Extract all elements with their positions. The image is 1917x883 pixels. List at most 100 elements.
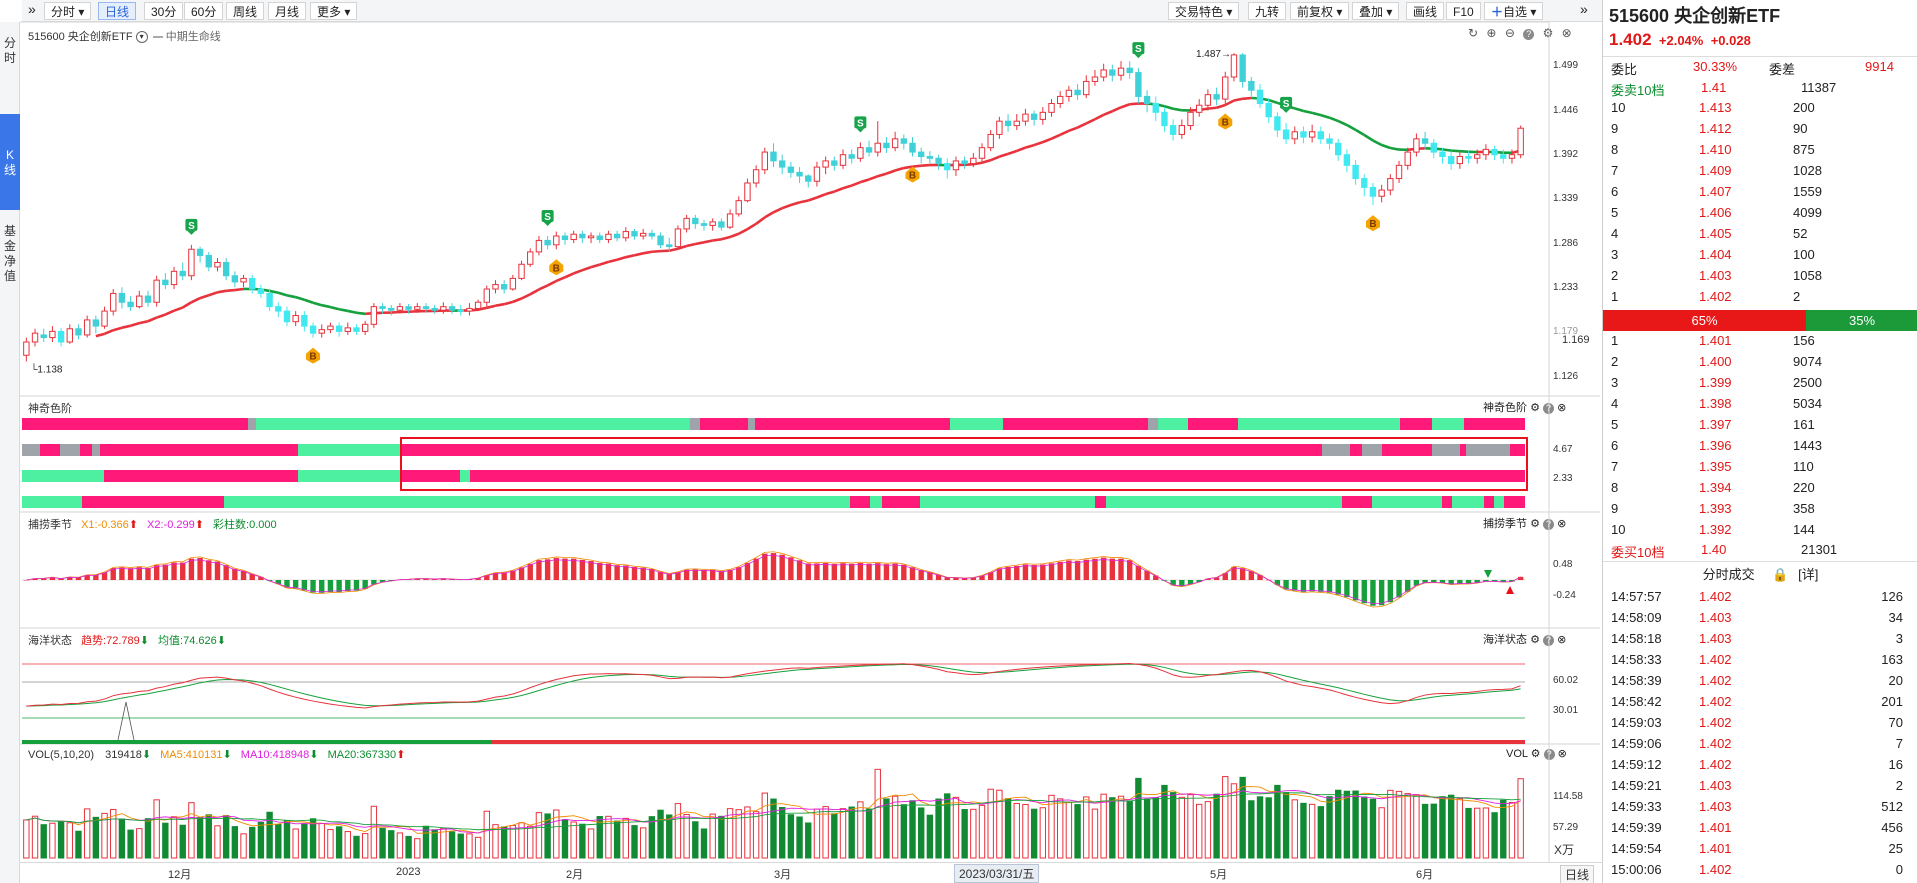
candle bbox=[813, 161, 821, 187]
candle-body bbox=[1465, 156, 1472, 159]
candle-body bbox=[188, 248, 195, 277]
candle-body bbox=[483, 288, 490, 303]
level: 14:58:18 bbox=[1611, 631, 1662, 646]
help-icon[interactable]: ? bbox=[1523, 29, 1535, 40]
volume-bar bbox=[1265, 797, 1272, 859]
close-icon[interactable]: ⊗ bbox=[1557, 748, 1567, 760]
sell-signal-text: S bbox=[857, 118, 864, 129]
ma-line-segment bbox=[755, 216, 766, 225]
trades-detail-link[interactable]: [详] bbox=[1798, 567, 1819, 582]
volume-bar bbox=[918, 807, 925, 859]
color-band-segment bbox=[1238, 418, 1400, 430]
tab-period-month[interactable]: 月线 bbox=[268, 2, 307, 20]
tab-period-day[interactable]: 日线 bbox=[98, 2, 137, 20]
trade-feature-button[interactable]: 交易特色 ▾ bbox=[1168, 2, 1240, 20]
sell-signal: S bbox=[185, 218, 198, 235]
volume-bar bbox=[1143, 798, 1151, 859]
lock-icon[interactable]: 🔒 bbox=[1772, 567, 1789, 582]
candle bbox=[1161, 107, 1168, 132]
level: 8 bbox=[1611, 480, 1619, 495]
sell-signal-tip bbox=[1134, 54, 1143, 59]
settings-icon[interactable]: ⚙ bbox=[1530, 518, 1540, 530]
watchlist-button[interactable]: ＋自选 ▾ bbox=[1484, 2, 1544, 20]
candle bbox=[249, 274, 256, 294]
candle bbox=[587, 232, 595, 244]
panel2-axis-label: 4.67 bbox=[1553, 444, 1573, 455]
restore-icon[interactable]: ↻ bbox=[1468, 26, 1479, 40]
candle bbox=[118, 287, 126, 309]
candle bbox=[1126, 61, 1133, 79]
view-fund-nav[interactable]: 基金净值 bbox=[4, 224, 17, 283]
color-band-segment bbox=[460, 470, 470, 482]
double-chevron-right-icon[interactable]: » bbox=[1580, 1, 1588, 17]
candle bbox=[1274, 112, 1281, 138]
candle-body bbox=[718, 221, 725, 228]
level: 14:58:33 bbox=[1611, 652, 1662, 667]
candle-body bbox=[683, 217, 690, 230]
min-price-label: └1.138 bbox=[30, 362, 63, 375]
color-band-segment bbox=[870, 496, 882, 508]
settings-icon[interactable]: ⚙ bbox=[1542, 26, 1554, 40]
nine-turn-button[interactable]: 九转 bbox=[1248, 2, 1287, 20]
volume-bar bbox=[466, 833, 473, 859]
osc-bar bbox=[1109, 558, 1116, 580]
period-label[interactable]: 日线 bbox=[1560, 865, 1595, 883]
osc-bar bbox=[736, 567, 742, 580]
buy-signal-shape bbox=[905, 166, 920, 183]
osc-bar bbox=[423, 578, 429, 580]
zoom-out-icon[interactable]: ⊖ bbox=[1504, 26, 1515, 40]
osc-bar bbox=[657, 571, 664, 580]
panel3-title: 捕捞季节 X1:-0.366⬆ X2:-0.299⬆ 彩柱数:0.000 bbox=[28, 516, 277, 532]
level: 5 bbox=[1611, 205, 1619, 220]
level: 14:58:39 bbox=[1611, 673, 1662, 688]
zoom-in-icon[interactable]: ⊕ bbox=[1486, 26, 1497, 40]
osc-bar bbox=[822, 562, 829, 580]
candle bbox=[1065, 85, 1073, 102]
candle bbox=[1013, 114, 1020, 130]
candle-body bbox=[379, 306, 386, 309]
tab-period-1m[interactable]: 分时 ▾ bbox=[44, 2, 92, 20]
quote-title: 515600 央企创新ETF bbox=[1609, 6, 1781, 26]
ma-line-segment bbox=[190, 296, 201, 304]
settings-icon[interactable]: ⚙ bbox=[1530, 634, 1540, 646]
kline-chart[interactable]: S B S B S B S B S B 1.487→ └1.138 bbox=[0, 0, 1600, 883]
osc-bar bbox=[1066, 560, 1072, 580]
close-icon[interactable]: ⊗ bbox=[1561, 26, 1572, 40]
volume-bar bbox=[353, 835, 360, 859]
volume-bar bbox=[935, 798, 942, 859]
ma-line-segment bbox=[738, 228, 749, 235]
f10-button[interactable]: F10 bbox=[1446, 2, 1481, 20]
draw-line-button[interactable]: 画线 bbox=[1406, 2, 1445, 20]
ma-line-segment bbox=[634, 252, 644, 257]
ma-line-segment bbox=[1172, 107, 1183, 112]
osc-bar bbox=[301, 580, 308, 591]
view-timeshare[interactable]: 分时 bbox=[4, 36, 17, 65]
tab-period-30m[interactable]: 30分 bbox=[144, 2, 184, 20]
volume-bar bbox=[1387, 789, 1394, 859]
tab-period-60m[interactable]: 60分 bbox=[184, 2, 224, 20]
volume: 25 bbox=[1888, 841, 1903, 856]
color-band-segment bbox=[298, 470, 400, 482]
view-kline[interactable]: K线 bbox=[0, 114, 20, 210]
price: 1.410 bbox=[1699, 142, 1732, 157]
adjust-button[interactable]: 前复权 ▾ bbox=[1290, 2, 1350, 20]
close-icon[interactable]: ⊗ bbox=[1557, 518, 1567, 530]
settings-icon[interactable]: ⚙ bbox=[1530, 402, 1540, 414]
tab-period-week[interactable]: 周线 bbox=[226, 2, 265, 20]
settings-icon[interactable]: ⚙ bbox=[1530, 748, 1541, 760]
candle bbox=[605, 230, 612, 244]
ma-line-segment bbox=[199, 294, 210, 300]
dropdown-circle-icon[interactable]: ▾ bbox=[135, 31, 148, 44]
overlay-button[interactable]: 叠加 ▾ bbox=[1352, 2, 1400, 20]
volume-bar bbox=[275, 823, 282, 859]
color-band-segment bbox=[1188, 418, 1238, 430]
double-chevron-icon[interactable]: » bbox=[28, 1, 36, 17]
color-band-segment bbox=[1350, 444, 1362, 456]
candle-body bbox=[1447, 156, 1455, 165]
tab-period-more[interactable]: 更多 ▾ bbox=[310, 2, 358, 20]
ma-line-segment bbox=[1103, 110, 1113, 117]
close-icon[interactable]: ⊗ bbox=[1557, 634, 1567, 646]
ma-line-segment bbox=[1233, 97, 1243, 102]
candle bbox=[483, 285, 490, 307]
close-icon[interactable]: ⊗ bbox=[1557, 402, 1567, 414]
